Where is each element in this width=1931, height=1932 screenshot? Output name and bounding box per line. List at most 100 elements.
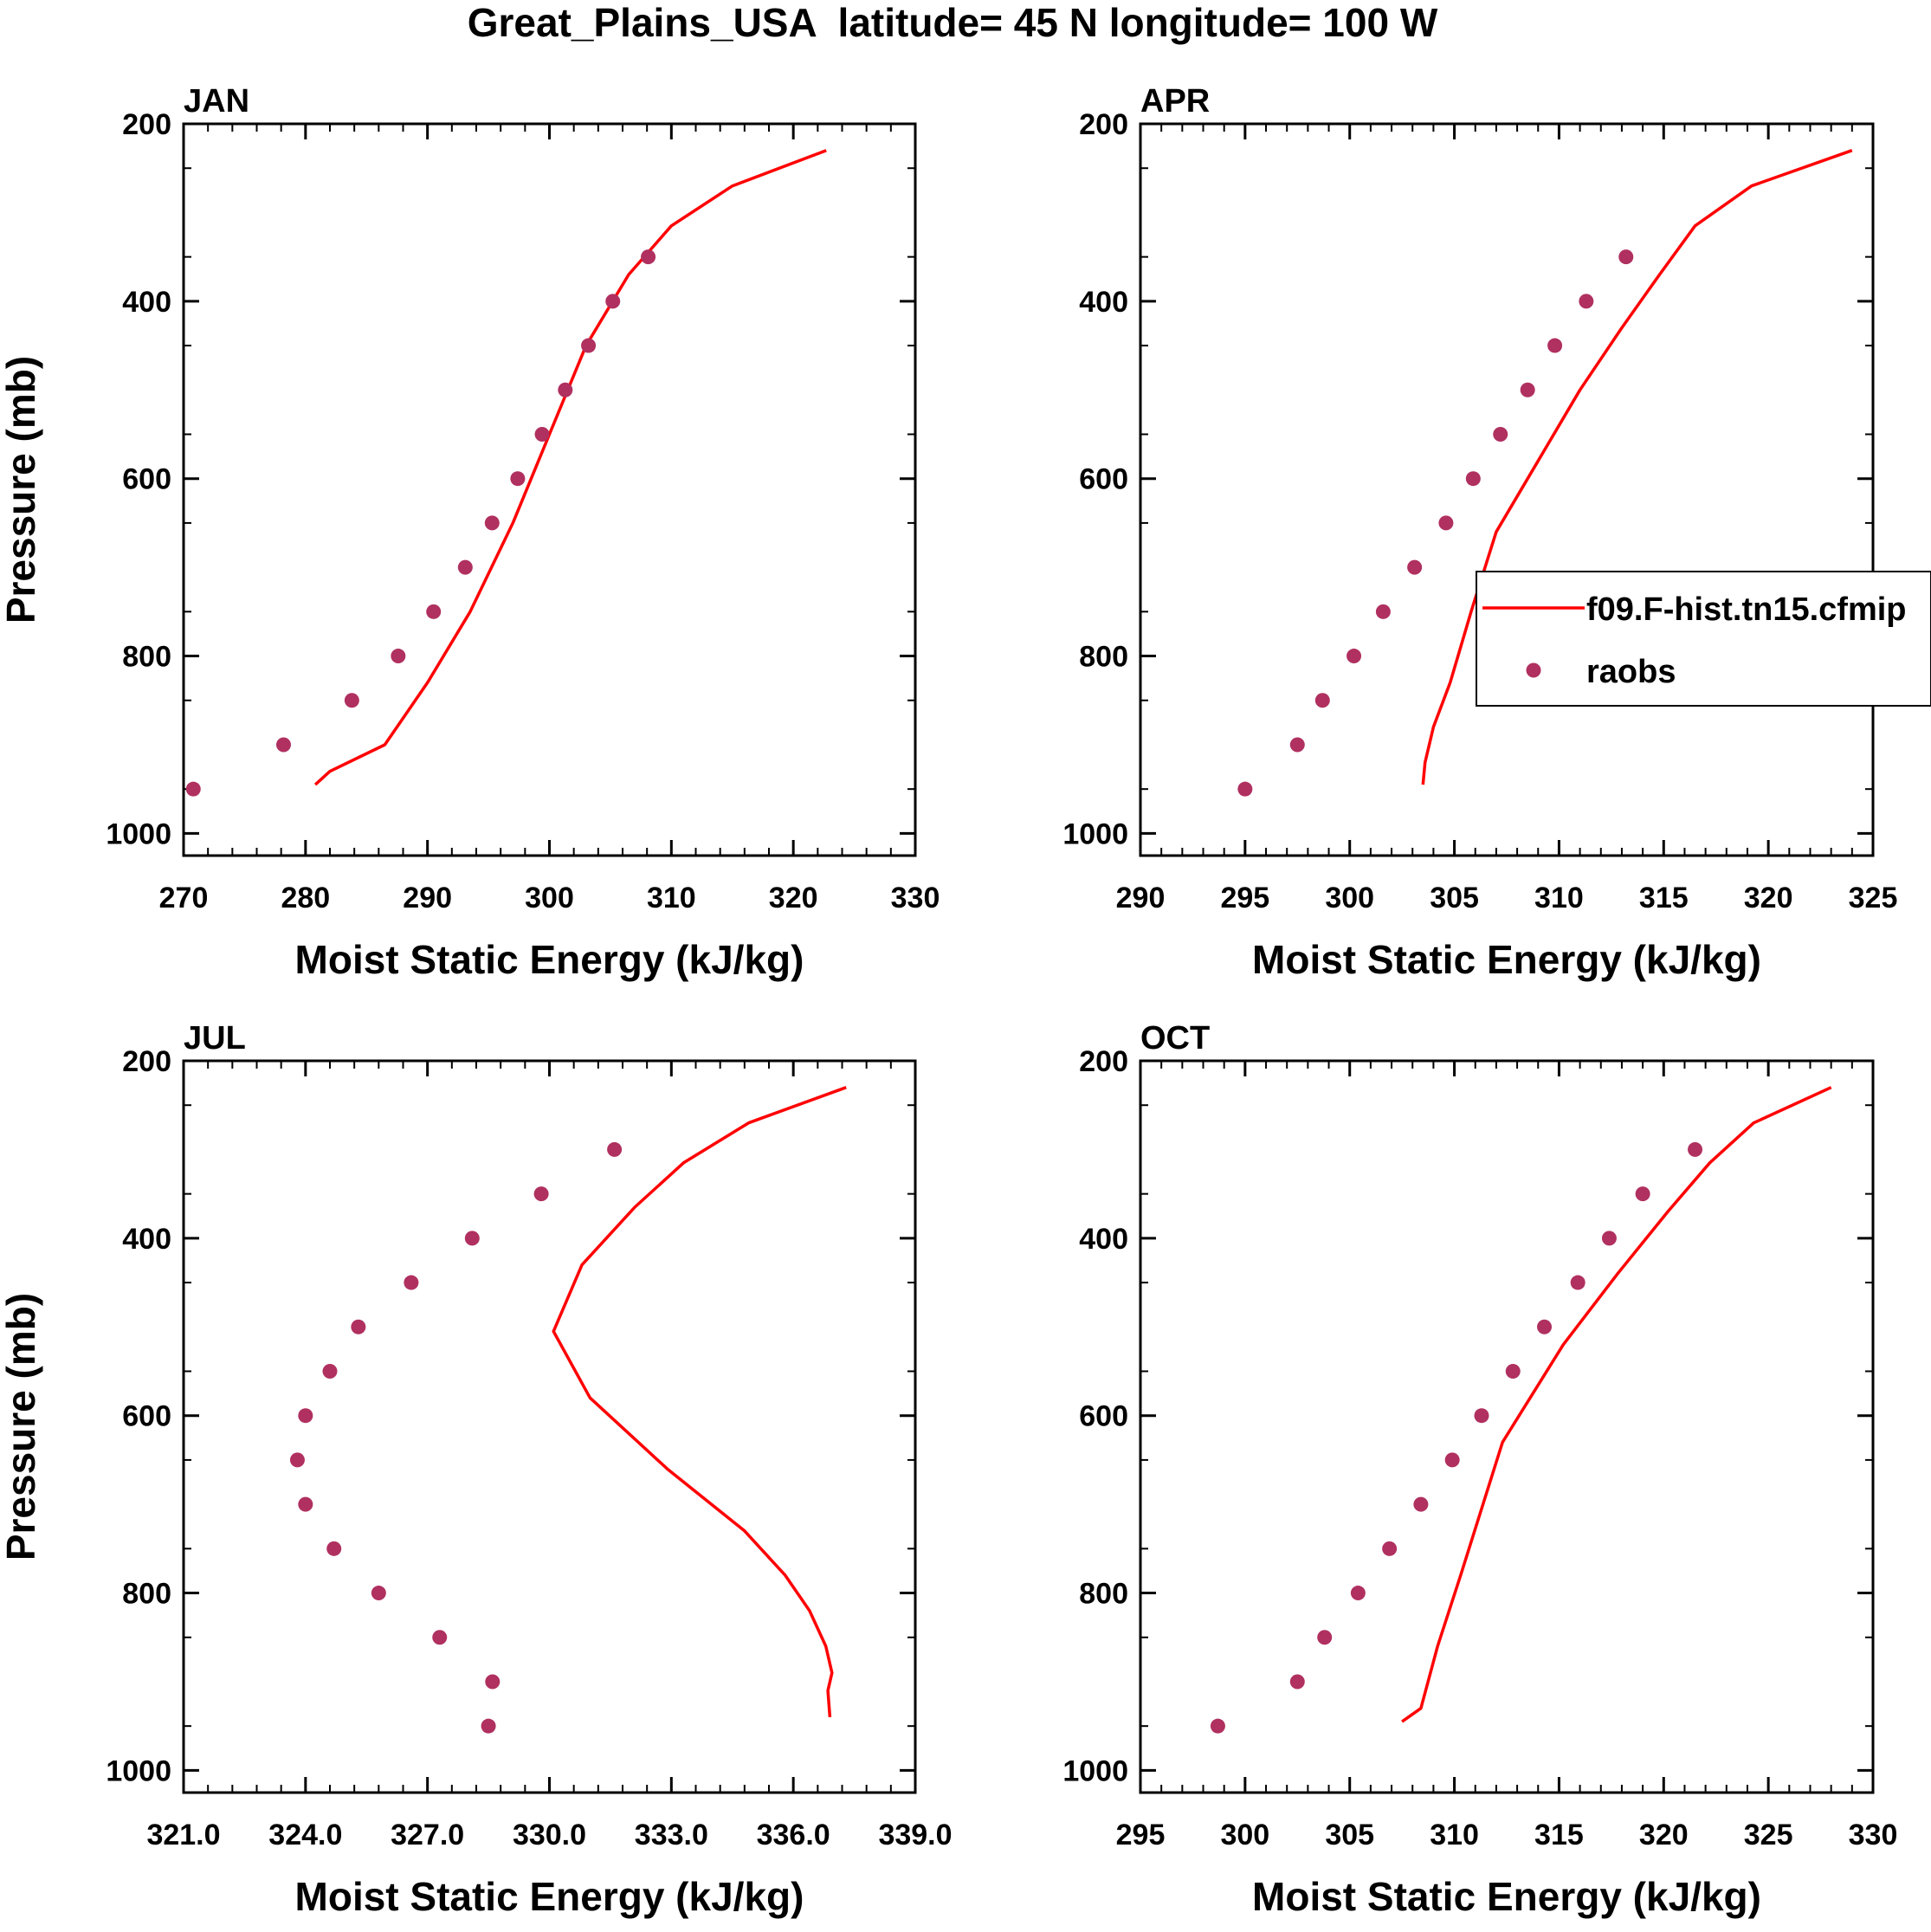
raobs-point (1601, 1231, 1617, 1246)
raobs-point (1237, 781, 1253, 797)
x-tick-label: 336.0 (757, 1819, 830, 1851)
raobs-point (534, 426, 550, 442)
raobs-point (581, 338, 597, 353)
y-tick-label: 200 (122, 108, 171, 141)
x-tick-label: 339.0 (878, 1819, 952, 1851)
figure-title: Great_Plains_USA latitude= 45 N longitud… (468, 0, 1438, 45)
legend: f09.F-hist.tn15.cfmip raobs (1476, 571, 1931, 707)
y-tick-label: 1000 (1062, 817, 1128, 850)
x-tick-label: 320 (769, 882, 818, 914)
y-tick-label: 1000 (106, 1754, 171, 1787)
x-tick-label: 295 (1220, 882, 1269, 914)
raobs-point (1382, 1541, 1398, 1556)
raobs-point (457, 559, 473, 575)
raobs-point (641, 249, 656, 265)
legend-label-obs: raobs (1586, 654, 1676, 690)
raobs-point (607, 1141, 623, 1157)
x-tick-label: 330.0 (513, 1819, 586, 1851)
y-tick-label: 800 (1079, 641, 1128, 674)
panel-oct: OCT 295 300 305 310 315 320 325 330 200 400 600 800 1… (1062, 1020, 1897, 1919)
x-axis-label: Moist Static Energy (kJ/kg) (295, 937, 804, 982)
x-tick-label: 310 (1430, 1819, 1479, 1851)
raobs-point (485, 1674, 501, 1690)
raobs-point (391, 649, 406, 664)
x-tick-label: 325 (1744, 1819, 1793, 1851)
panel-title: JAN (184, 83, 249, 120)
raobs-point (1375, 604, 1391, 619)
x-tick-label: 320 (1744, 882, 1793, 914)
panel-apr: APR 290 295 300 305 310 315 320 325 200 400 600 800 1… (1062, 83, 1931, 982)
legend-label-model: f09.F-hist.tn15.cfmip (1586, 591, 1907, 628)
y-tick-label: 800 (122, 1578, 171, 1611)
x-axis-label: Moist Static Energy (kJ/kg) (1252, 1874, 1761, 1919)
raobs-point (464, 1231, 480, 1246)
raobs-point (1350, 1586, 1366, 1601)
y-tick-label: 800 (1079, 1578, 1128, 1611)
y-axis-label: Pressure (mb) (0, 1293, 43, 1560)
raobs-point (298, 1496, 313, 1512)
raobs-point (322, 1363, 338, 1379)
raobs-point (344, 693, 359, 708)
y-tick-label: 400 (122, 1223, 171, 1256)
plot-frame (182, 1059, 917, 1794)
panel-title: OCT (1140, 1020, 1210, 1056)
plot-frame (182, 122, 917, 857)
raobs-point (558, 382, 573, 397)
x-tick-label: 330 (1849, 1819, 1898, 1851)
x-tick-label: 327.0 (391, 1819, 464, 1851)
raobs-point (1438, 515, 1454, 531)
panel-jul: JUL 321.0 324.0 327.0 330.0 333.0 336.0 339.0 20… (0, 1020, 953, 1919)
raobs-point (533, 1186, 549, 1202)
panels: JAN 270 280 290 300 310 320 330 200 400 600 800 1000… (0, 83, 1931, 1919)
model-series-line (552, 1086, 847, 1718)
raobs-point (426, 604, 442, 619)
y-tick-label: 200 (1079, 1045, 1128, 1078)
raobs-point (1289, 737, 1305, 753)
x-tick-label: 330 (891, 882, 940, 914)
raobs-point (1317, 1630, 1333, 1645)
raobs-point (1474, 1408, 1489, 1424)
panel-title: JUL (184, 1020, 246, 1056)
raobs-point (1618, 249, 1634, 265)
raobs-point (1579, 294, 1594, 309)
raobs-point (1444, 1452, 1460, 1468)
y-tick-label: 200 (122, 1045, 171, 1078)
y-tick-label: 400 (122, 286, 171, 319)
raobs-point (1537, 1319, 1553, 1334)
raobs-point (1547, 338, 1563, 353)
raobs-point (1314, 693, 1330, 708)
raobs-point (326, 1541, 342, 1556)
x-tick-label: 280 (281, 882, 330, 914)
y-tick-label: 600 (1079, 463, 1128, 496)
y-tick-label: 600 (122, 463, 171, 496)
x-tick-label: 270 (159, 882, 209, 914)
raobs-point (1347, 649, 1362, 664)
x-tick-label: 300 (1325, 882, 1374, 914)
plot-frame (1139, 1059, 1875, 1794)
x-tick-label: 305 (1325, 1819, 1374, 1851)
raobs-point (1210, 1718, 1225, 1734)
raobs-point (1493, 426, 1508, 442)
x-tick-label: 295 (1116, 1819, 1166, 1851)
raobs-point (1520, 382, 1535, 397)
y-tick-label: 400 (1079, 1223, 1128, 1256)
model-series-line (1401, 1086, 1832, 1723)
x-tick-label: 300 (1220, 1819, 1269, 1851)
y-tick-label: 1000 (106, 817, 171, 850)
panel-jan: JAN 270 280 290 300 310 320 330 200 400 600 800 1000… (0, 83, 940, 982)
raobs-point (432, 1630, 448, 1645)
x-axis-label: Moist Static Energy (kJ/kg) (295, 1874, 804, 1919)
y-axis-label: Pressure (mb) (0, 356, 43, 624)
y-tick-label: 600 (1079, 1400, 1128, 1433)
raobs-point (351, 1319, 366, 1334)
x-tick-label: 325 (1849, 882, 1898, 914)
x-axis-label: Moist Static Energy (kJ/kg) (1252, 937, 1761, 982)
y-tick-label: 200 (1079, 108, 1128, 141)
raobs-point (1570, 1275, 1585, 1290)
x-tick-label: 290 (403, 882, 452, 914)
raobs-point (289, 1452, 305, 1468)
plot-frame (1139, 122, 1875, 857)
raobs-point (605, 294, 621, 309)
raobs-point (1688, 1141, 1703, 1157)
